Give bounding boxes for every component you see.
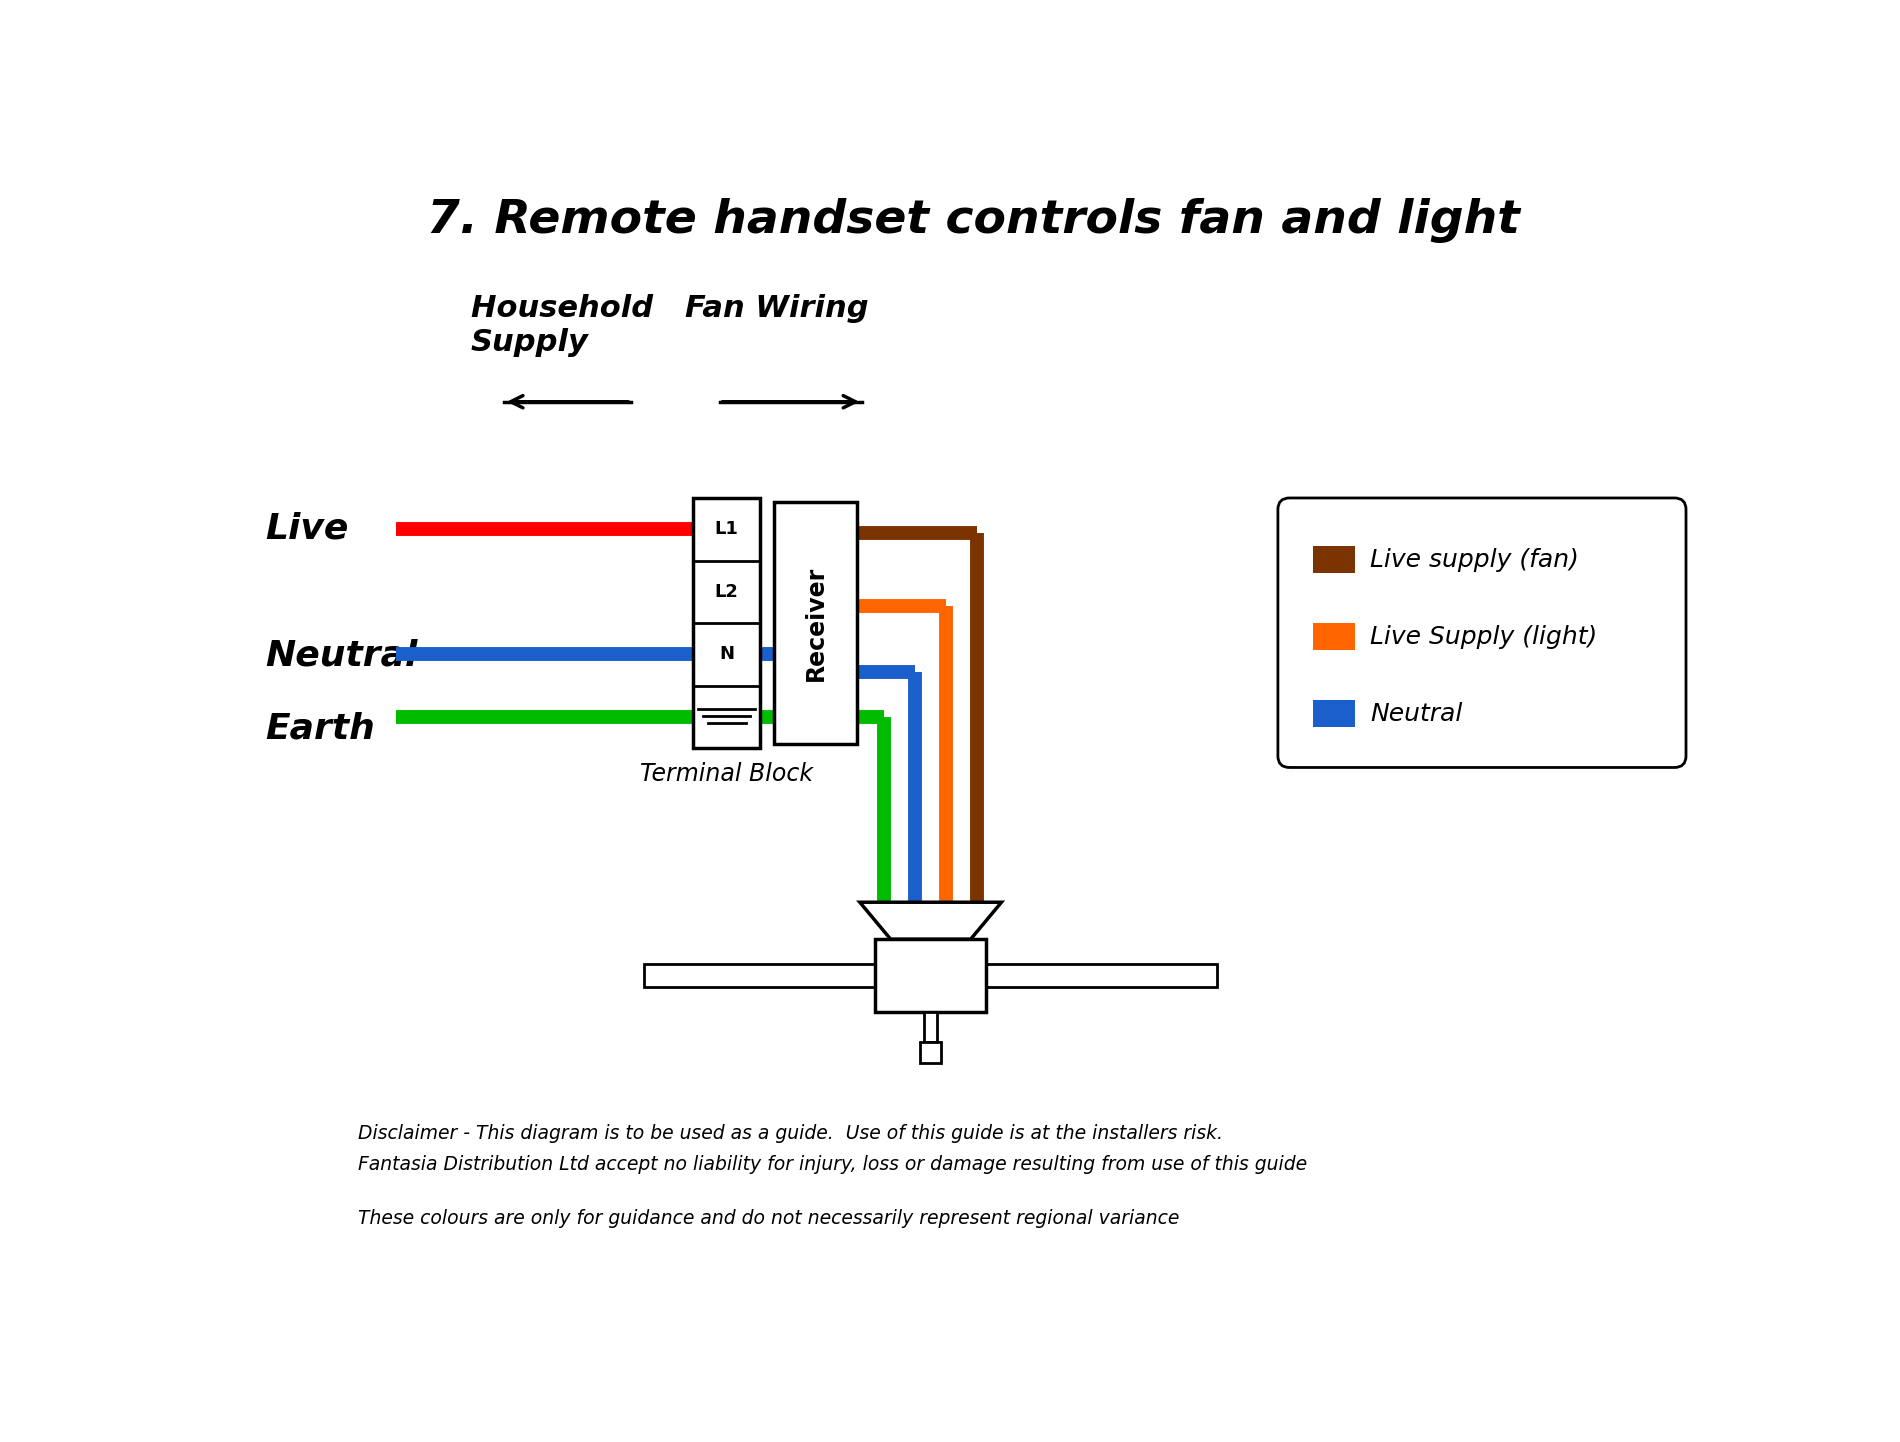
Bar (775, 502, 857, 744)
Bar (920, 1041, 940, 1063)
Bar (1313, 545, 1355, 574)
Bar (925, 1012, 937, 1041)
Bar (1313, 623, 1355, 650)
Text: L1: L1 (714, 521, 739, 538)
Text: Neutral: Neutral (266, 639, 418, 673)
Bar (986, 965, 1218, 988)
Polygon shape (861, 903, 1001, 939)
Text: These colours are only for guidance and do not necessarily represent regional va: These colours are only for guidance and … (357, 1208, 1180, 1229)
Text: Earth: Earth (266, 712, 374, 746)
Text: Disclaimer - This diagram is to be used as a guide.  Use of this guide is at the: Disclaimer - This diagram is to be used … (357, 1125, 1224, 1144)
Text: Household   Fan Wiring
Supply: Household Fan Wiring Supply (471, 294, 868, 356)
Bar (644, 965, 876, 988)
Bar (694, 497, 760, 748)
Text: Live: Live (266, 512, 350, 545)
Text: Receiver: Receiver (804, 565, 828, 681)
Text: Terminal Block: Terminal Block (640, 761, 813, 786)
Text: Live Supply (light): Live Supply (light) (1370, 624, 1598, 649)
Bar (1313, 699, 1355, 727)
Text: Live supply (fan): Live supply (fan) (1370, 548, 1579, 571)
Text: Fantasia Distribution Ltd accept no liability for injury, loss or damage resulti: Fantasia Distribution Ltd accept no liab… (357, 1155, 1307, 1174)
Bar (876, 939, 986, 1012)
Text: 7. Remote handset controls fan and light: 7. Remote handset controls fan and light (428, 198, 1520, 242)
Text: N: N (718, 646, 733, 663)
Text: Neutral: Neutral (1370, 702, 1463, 725)
FancyBboxPatch shape (1279, 497, 1685, 767)
Text: L2: L2 (714, 583, 739, 601)
